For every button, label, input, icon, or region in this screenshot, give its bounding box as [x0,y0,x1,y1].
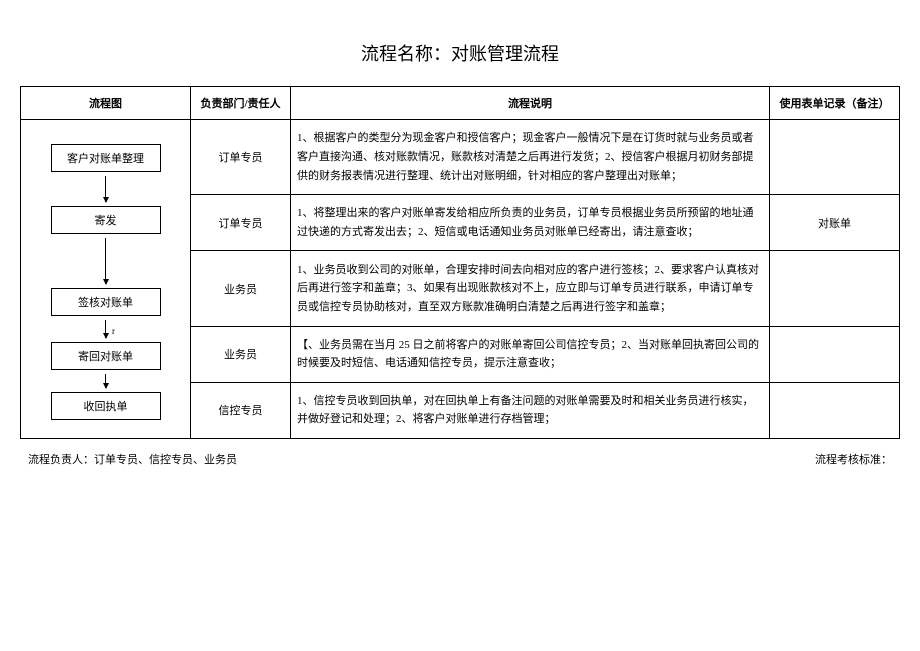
page-container: 流程名称：对账管理流程 流程图 负责部门/责任人 流程说明 使用表单记录（备注）… [20,40,900,467]
cell-form [770,251,900,326]
header-flow: 流程图 [21,87,191,120]
cell-desc: 1、根据客户的类型分为现金客户和授信客户；现金客户一般情况下是在订货时就与业务员… [291,120,770,195]
arrow-down-icon [105,374,106,388]
cell-dept: 订单专员 [191,120,291,195]
cell-desc: 1、将整理出来的客户对账单寄发给相应所负责的业务员，订单专员根据业务员所预留的地… [291,195,770,251]
flowchart: 客户对账单整理 寄发 签核对账单 r 寄回对账单 收回执单 [27,128,184,430]
cell-dept: 业务员 [191,326,291,382]
page-title: 流程名称：对账管理流程 [20,40,900,66]
table-header-row: 流程图 负责部门/责任人 流程说明 使用表单记录（备注） [21,87,900,120]
flow-node-return: 寄回对账单 [51,342,161,370]
cell-desc: 1、业务员收到公司的对账单，合理安排时间去向相对应的客户进行签核；2、要求客户认… [291,251,770,326]
cell-form: 对账单 [770,195,900,251]
flow-node-sign: 签核对账单 [51,288,161,316]
process-table: 流程图 负责部门/责任人 流程说明 使用表单记录（备注） 客户对账单整理 寄发 … [20,86,900,439]
flowchart-cell: 客户对账单整理 寄发 签核对账单 r 寄回对账单 收回执单 [21,120,191,439]
footer-criteria: 流程考核标准： [815,451,892,467]
arrow-down-icon: r [105,320,106,338]
footer: 流程负责人：订单专员、信控专员、业务员 流程考核标准： [20,451,900,467]
flow-node-prepare: 客户对账单整理 [51,144,161,172]
arrow-down-icon [105,176,106,202]
arrow-label: r [112,326,115,336]
cell-desc: 【、业务员需在当月 25 日之前将客户的对账单寄回公司信控专员；2、当对账单回执… [291,326,770,382]
cell-form [770,382,900,438]
header-dept: 负责部门/责任人 [191,87,291,120]
flow-node-receive: 收回执单 [51,392,161,420]
arrow-down-icon [105,238,106,284]
cell-form [770,326,900,382]
header-desc: 流程说明 [291,87,770,120]
cell-desc: 1、信控专员收到回执单，对在回执单上有备注问题的对账单需要及时和相关业务员进行核… [291,382,770,438]
cell-dept: 订单专员 [191,195,291,251]
cell-form [770,120,900,195]
table-row: 客户对账单整理 寄发 签核对账单 r 寄回对账单 收回执单 订单专员 1、 [21,120,900,195]
footer-responsible: 流程负责人：订单专员、信控专员、业务员 [28,451,237,467]
flow-node-send: 寄发 [51,206,161,234]
cell-dept: 业务员 [191,251,291,326]
header-form: 使用表单记录（备注） [770,87,900,120]
cell-dept: 信控专员 [191,382,291,438]
